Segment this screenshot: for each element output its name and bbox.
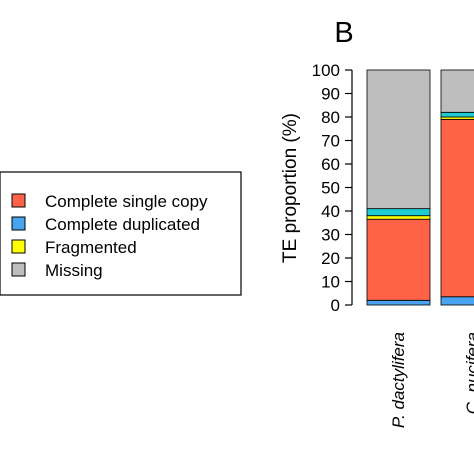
y-axis-label: TE proportion (%) [280, 113, 301, 263]
legend-item-3: Missing [11, 261, 103, 280]
bar-segment-0-2 [366, 215, 431, 220]
legend-label-2: Fragmented [45, 238, 137, 257]
bar-segment-0-3 [366, 208, 431, 217]
y-tick-label-3: 30 [321, 226, 340, 245]
y-tick-label-7: 70 [321, 132, 340, 151]
x-tick-label-1: C. nucifera [463, 332, 474, 414]
bar-segment-0-0 [366, 299, 431, 306]
bar-segment-1-3 [440, 111, 474, 118]
bar-segment-1-4 [440, 69, 474, 113]
y-tick-label-6: 60 [321, 155, 340, 174]
y-tick-label-9: 90 [321, 85, 340, 104]
y-tick-label-2: 20 [321, 249, 340, 268]
y-ticks: 0 10 20 30 40 50 60 70 80 90 100 [312, 61, 352, 315]
y-tick-label-5: 50 [321, 179, 340, 198]
legend-label-3: Missing [45, 261, 103, 280]
legend-item-1: Complete duplicated [11, 215, 200, 234]
y-tick-label-8: 80 [321, 108, 340, 127]
legend-label-1: Complete duplicated [45, 215, 200, 234]
legend-item-0: Complete single copy [11, 192, 208, 211]
y-tick-label-10: 100 [312, 61, 340, 80]
bar-segment-1-0 [440, 296, 474, 306]
legend-swatch-2 [11, 239, 26, 254]
legend-label-0: Complete single copy [45, 192, 208, 211]
panel-label: B [334, 17, 353, 49]
x-tick-label-0: P. dactylifera [389, 332, 408, 428]
bar-segment-0-4 [366, 69, 431, 210]
bar-segment-1-1 [440, 118, 474, 298]
legend-swatch-1 [11, 216, 26, 231]
legend: Complete single copy Complete duplicated… [0, 171, 242, 296]
bar-segment-0-1 [366, 218, 431, 301]
y-tick-label-4: 40 [321, 202, 340, 221]
x-labels: P. dactylifera C. nucifera [389, 332, 474, 428]
legend-swatch-0 [11, 193, 26, 208]
bars [366, 69, 474, 306]
y-axis: 0 10 20 30 40 50 60 70 80 90 100 [312, 61, 353, 315]
y-tick-label-1: 10 [321, 273, 340, 292]
legend-swatch-3 [11, 262, 26, 277]
y-tick-label-0: 0 [331, 296, 340, 315]
legend-item-2: Fragmented [11, 238, 137, 257]
legend-box [0, 171, 242, 296]
